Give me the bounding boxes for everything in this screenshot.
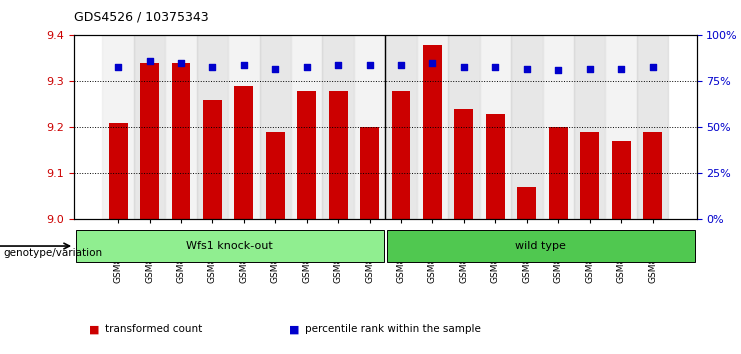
Bar	[549, 127, 568, 219]
Bar	[266, 132, 285, 219]
Text: ■: ■	[89, 324, 99, 334]
Point	[427, 60, 439, 66]
Bar	[165, 35, 196, 219]
Bar	[297, 91, 316, 219]
Point	[270, 66, 282, 72]
Bar	[580, 132, 599, 219]
Bar	[637, 35, 668, 219]
Text: genotype/variation: genotype/variation	[4, 248, 103, 258]
Bar	[259, 35, 291, 219]
Bar	[385, 35, 416, 219]
Point	[615, 66, 627, 72]
Bar	[203, 100, 222, 219]
Bar	[360, 127, 379, 219]
Point	[584, 66, 596, 72]
Point	[395, 62, 407, 68]
Text: GDS4526 / 10375343: GDS4526 / 10375343	[74, 11, 209, 24]
Bar	[486, 114, 505, 219]
Bar	[322, 35, 354, 219]
Text: transformed count: transformed count	[105, 324, 202, 334]
Point	[647, 64, 659, 69]
Bar	[448, 35, 479, 219]
Bar	[391, 91, 411, 219]
Point	[521, 66, 533, 72]
Bar	[228, 35, 259, 219]
Point	[112, 64, 124, 69]
Text: Wfs1 knock-out: Wfs1 knock-out	[186, 241, 273, 251]
Text: percentile rank within the sample: percentile rank within the sample	[305, 324, 481, 334]
Bar	[109, 123, 127, 219]
Bar	[134, 35, 165, 219]
Point	[458, 64, 470, 69]
Point	[364, 62, 376, 68]
Bar	[196, 35, 228, 219]
Point	[207, 64, 219, 69]
Bar	[605, 35, 637, 219]
Bar	[479, 35, 511, 219]
Point	[238, 62, 250, 68]
Bar	[574, 35, 605, 219]
Text: ■: ■	[289, 324, 299, 334]
Bar	[329, 91, 348, 219]
Bar	[102, 35, 134, 219]
Point	[332, 62, 344, 68]
Text: wild type: wild type	[516, 241, 566, 251]
Bar	[423, 45, 442, 219]
Bar	[611, 141, 631, 219]
Point	[552, 68, 564, 73]
Point	[175, 60, 187, 66]
Bar	[643, 132, 662, 219]
Bar	[511, 35, 542, 219]
Bar	[454, 109, 473, 219]
Bar	[517, 187, 536, 219]
Bar	[140, 63, 159, 219]
Bar	[354, 35, 385, 219]
FancyBboxPatch shape	[387, 230, 695, 262]
Bar	[234, 86, 253, 219]
Point	[489, 64, 501, 69]
Point	[301, 64, 313, 69]
Bar	[172, 63, 190, 219]
FancyBboxPatch shape	[76, 230, 384, 262]
Point	[144, 58, 156, 64]
Bar	[416, 35, 448, 219]
Bar	[542, 35, 574, 219]
Bar	[291, 35, 322, 219]
